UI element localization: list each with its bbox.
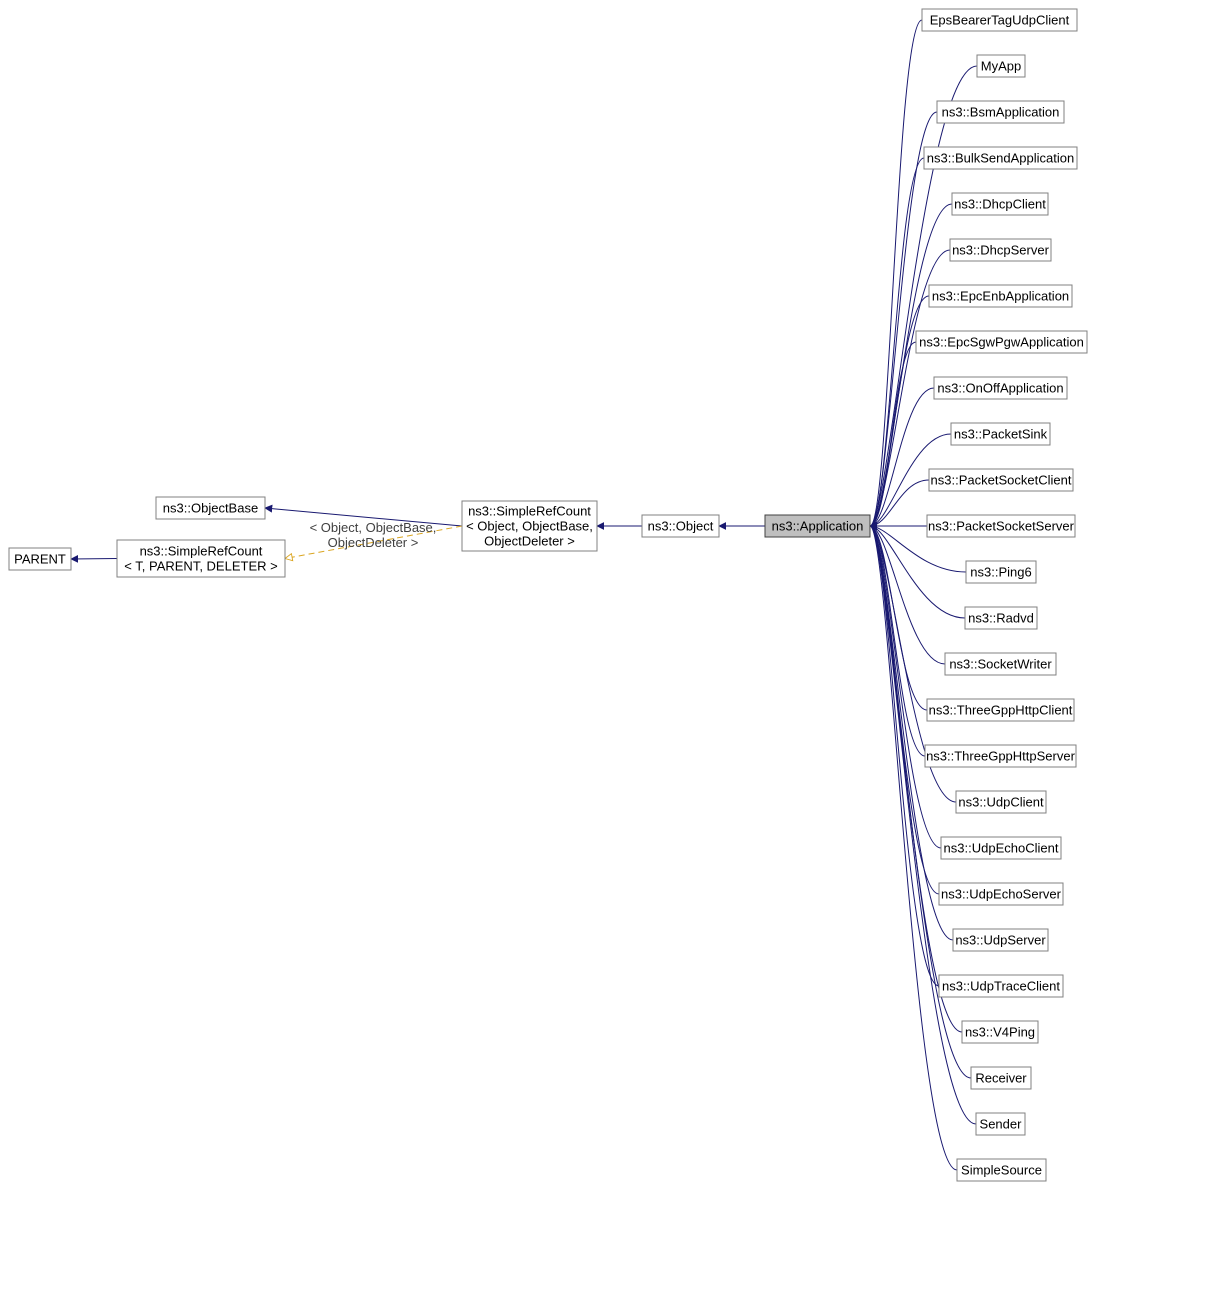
- node-d13[interactable]: ns3::Radvd: [965, 607, 1037, 629]
- node-d25[interactable]: SimpleSource: [957, 1159, 1046, 1181]
- node-d3[interactable]: ns3::BulkSendApplication: [924, 147, 1077, 169]
- node-d5-label: ns3::DhcpServer: [952, 242, 1049, 257]
- node-objbase[interactable]: ns3::ObjectBase: [156, 497, 265, 519]
- node-d15[interactable]: ns3::ThreeGppHttpClient: [927, 699, 1074, 721]
- node-d14-label: ns3::SocketWriter: [949, 656, 1052, 671]
- node-d20-label: ns3::UdpServer: [955, 932, 1046, 947]
- node-src1[interactable]: ns3::SimpleRefCount< T, PARENT, DELETER …: [117, 540, 285, 577]
- node-d6[interactable]: ns3::EpcEnbApplication: [929, 285, 1072, 307]
- node-d20[interactable]: ns3::UdpServer: [953, 929, 1048, 951]
- node-d9-label: ns3::PacketSink: [954, 426, 1048, 441]
- node-d3-label: ns3::BulkSendApplication: [927, 150, 1074, 165]
- node-d2[interactable]: ns3::BsmApplication: [937, 101, 1064, 123]
- node-d10[interactable]: ns3::PacketSocketClient: [929, 469, 1073, 491]
- node-d14[interactable]: ns3::SocketWriter: [945, 653, 1056, 675]
- node-d9[interactable]: ns3::PacketSink: [951, 423, 1050, 445]
- node-d4[interactable]: ns3::DhcpClient: [952, 193, 1048, 215]
- node-d7[interactable]: ns3::EpcSgwPgwApplication: [916, 331, 1087, 353]
- node-d10-label: ns3::PacketSocketClient: [931, 472, 1072, 487]
- node-d11-label: ns3::PacketSocketServer: [928, 518, 1075, 533]
- node-d12[interactable]: ns3::Ping6: [966, 561, 1036, 583]
- node-d19[interactable]: ns3::UdpEchoServer: [939, 883, 1063, 905]
- node-app-label: ns3::Application: [772, 518, 864, 533]
- inheritance-diagram: < Object, ObjectBase,ObjectDeleter >PARE…: [0, 0, 1211, 1307]
- node-d23-label: Receiver: [975, 1070, 1027, 1085]
- node-src2-label-2: ObjectDeleter >: [484, 533, 575, 548]
- node-parent-label: PARENT: [14, 551, 66, 566]
- node-d5[interactable]: ns3::DhcpServer: [950, 239, 1051, 261]
- node-d15-label: ns3::ThreeGppHttpClient: [929, 702, 1073, 717]
- node-objbase-label: ns3::ObjectBase: [163, 500, 258, 515]
- node-d6-label: ns3::EpcEnbApplication: [932, 288, 1069, 303]
- node-object[interactable]: ns3::Object: [642, 515, 719, 537]
- node-d0-label: EpsBearerTagUdpClient: [930, 12, 1070, 27]
- node-d17-label: ns3::UdpClient: [958, 794, 1044, 809]
- node-d0[interactable]: EpsBearerTagUdpClient: [922, 9, 1077, 31]
- node-d22[interactable]: ns3::V4Ping: [962, 1021, 1038, 1043]
- node-d1[interactable]: MyApp: [977, 55, 1025, 77]
- node-d21[interactable]: ns3::UdpTraceClient: [939, 975, 1063, 997]
- template-args-label: ObjectDeleter >: [328, 535, 419, 550]
- node-src1-label-1: < T, PARENT, DELETER >: [124, 558, 277, 573]
- node-d25-label: SimpleSource: [961, 1162, 1042, 1177]
- node-d12-label: ns3::Ping6: [970, 564, 1031, 579]
- node-d18[interactable]: ns3::UdpEchoClient: [941, 837, 1061, 859]
- node-app[interactable]: ns3::Application: [765, 515, 870, 537]
- node-src1-label: ns3::SimpleRefCount: [140, 543, 263, 558]
- template-args-label: < Object, ObjectBase,: [310, 520, 437, 535]
- node-d8-label: ns3::OnOffApplication: [937, 380, 1063, 395]
- edges: < Object, ObjectBase,ObjectDeleter >: [71, 20, 977, 1170]
- edge-parent-to-src1: [71, 559, 117, 560]
- node-d7-label: ns3::EpcSgwPgwApplication: [919, 334, 1084, 349]
- edge-d2-to-app: [870, 112, 937, 526]
- node-src2[interactable]: ns3::SimpleRefCount< Object, ObjectBase,…: [462, 501, 597, 551]
- node-src2-label-1: < Object, ObjectBase,: [466, 518, 593, 533]
- node-d16[interactable]: ns3::ThreeGppHttpServer: [925, 745, 1076, 767]
- node-d2-label: ns3::BsmApplication: [942, 104, 1060, 119]
- node-d18-label: ns3::UdpEchoClient: [944, 840, 1059, 855]
- node-d24-label: Sender: [980, 1116, 1023, 1131]
- node-d21-label: ns3::UdpTraceClient: [942, 978, 1060, 993]
- node-src2-label: ns3::SimpleRefCount: [468, 503, 591, 518]
- node-d22-label: ns3::V4Ping: [965, 1024, 1035, 1039]
- node-d24[interactable]: Sender: [976, 1113, 1025, 1135]
- node-d16-label: ns3::ThreeGppHttpServer: [926, 748, 1076, 763]
- nodes: PARENTns3::SimpleRefCount< T, PARENT, DE…: [9, 9, 1087, 1181]
- node-d1-label: MyApp: [981, 58, 1021, 73]
- node-d11[interactable]: ns3::PacketSocketServer: [927, 515, 1075, 537]
- node-object-label: ns3::Object: [648, 518, 714, 533]
- node-d8[interactable]: ns3::OnOffApplication: [934, 377, 1067, 399]
- node-d4-label: ns3::DhcpClient: [954, 196, 1046, 211]
- node-d19-label: ns3::UdpEchoServer: [941, 886, 1062, 901]
- node-d13-label: ns3::Radvd: [968, 610, 1034, 625]
- node-d17[interactable]: ns3::UdpClient: [956, 791, 1046, 813]
- node-parent[interactable]: PARENT: [9, 548, 71, 570]
- node-d23[interactable]: Receiver: [971, 1067, 1031, 1089]
